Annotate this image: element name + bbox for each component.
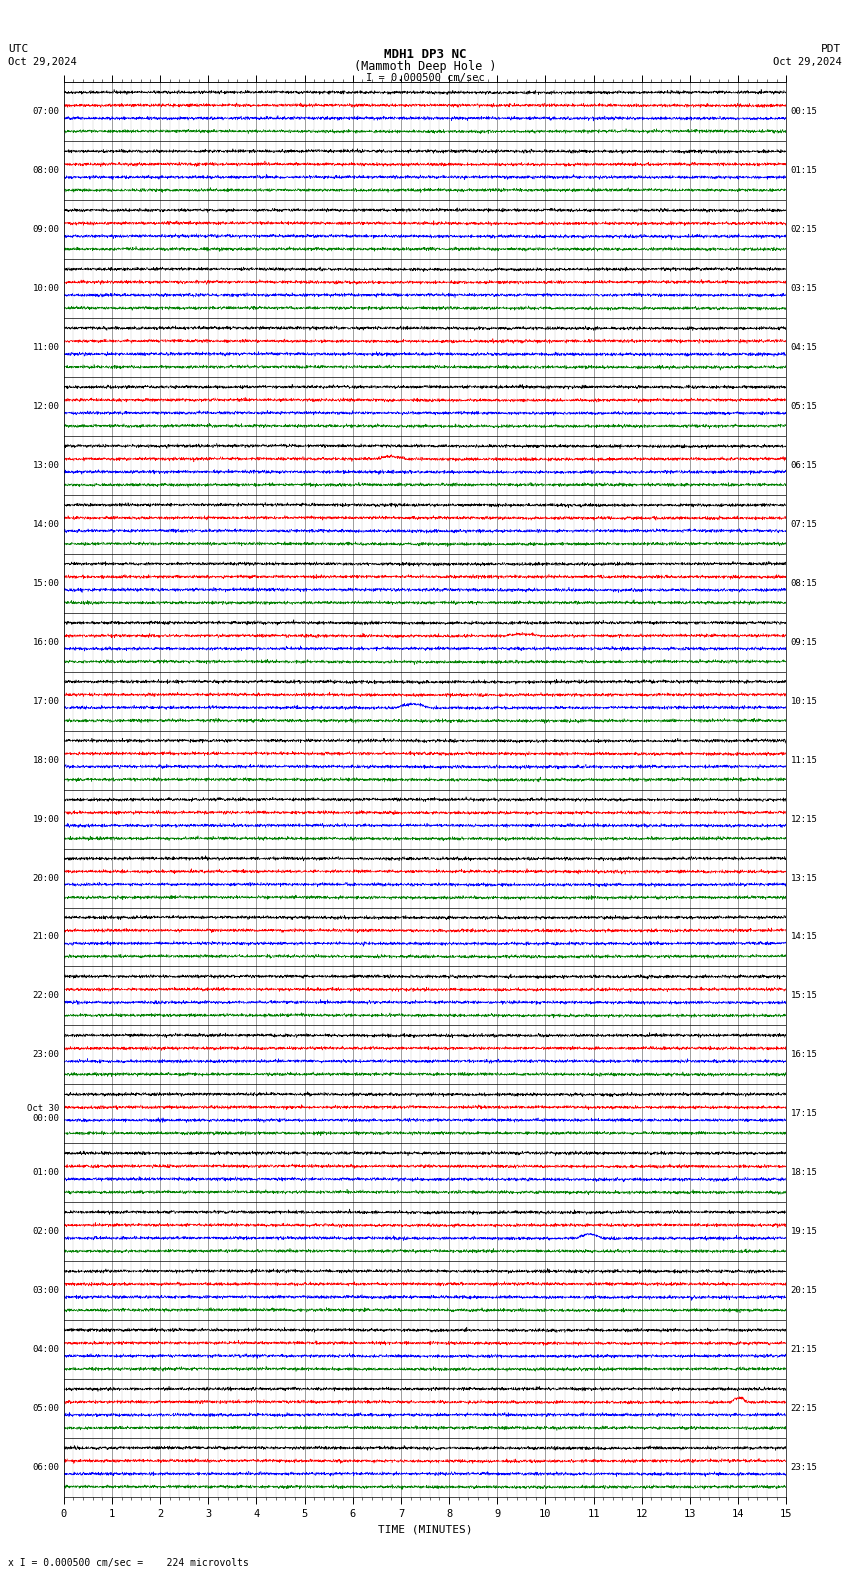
Text: x I = 0.000500 cm/sec =    224 microvolts: x I = 0.000500 cm/sec = 224 microvolts: [8, 1559, 249, 1568]
Text: UTC: UTC: [8, 44, 29, 54]
Text: Oct 29,2024: Oct 29,2024: [8, 57, 77, 67]
Text: Oct 29,2024: Oct 29,2024: [773, 57, 842, 67]
Text: MDH1 DP3 NC: MDH1 DP3 NC: [383, 48, 467, 62]
Text: (Mammoth Deep Hole ): (Mammoth Deep Hole ): [354, 60, 496, 73]
Text: PDT: PDT: [821, 44, 842, 54]
X-axis label: TIME (MINUTES): TIME (MINUTES): [377, 1524, 473, 1535]
Text: I = 0.000500 cm/sec: I = 0.000500 cm/sec: [366, 73, 484, 82]
